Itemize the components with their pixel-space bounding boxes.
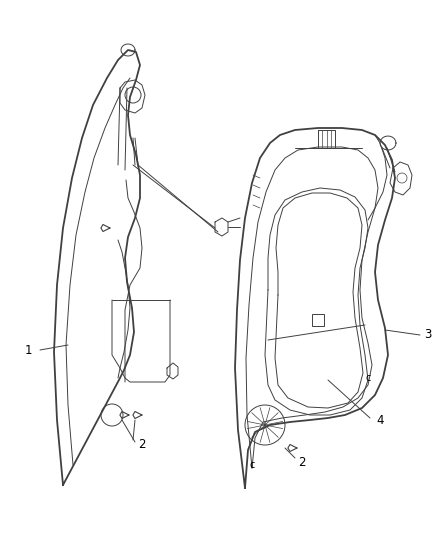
Text: 2: 2	[138, 439, 146, 451]
Text: 4: 4	[376, 414, 384, 426]
Text: c: c	[365, 373, 370, 383]
Bar	[312, 314, 324, 326]
Text: 3: 3	[424, 328, 432, 342]
Text: c: c	[249, 460, 255, 470]
Text: 2: 2	[298, 456, 306, 469]
Text: 1: 1	[24, 343, 32, 357]
